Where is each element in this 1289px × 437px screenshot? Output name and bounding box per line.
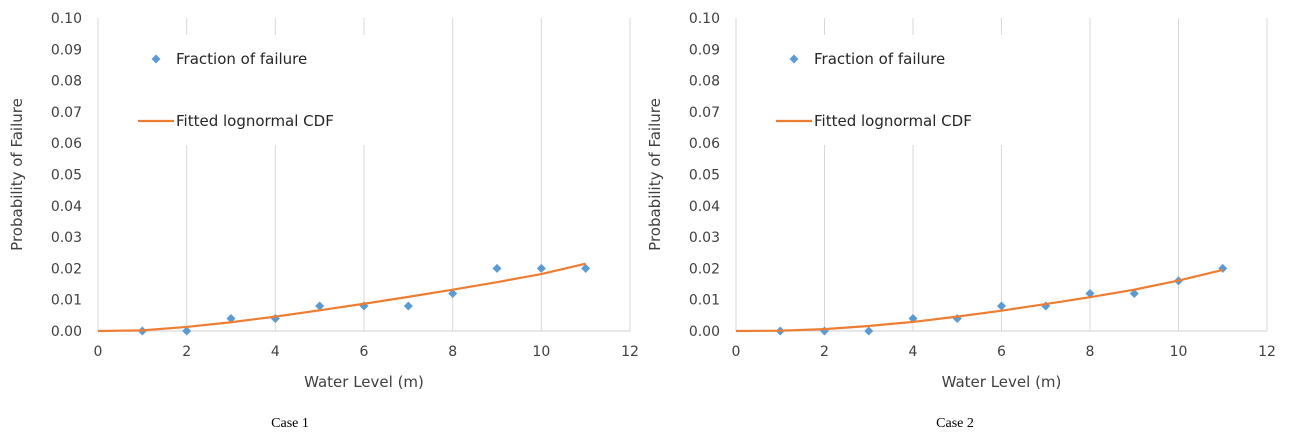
data-point-fraction-of-failure xyxy=(997,301,1006,311)
y-tick-label: 0.04 xyxy=(51,199,82,215)
chart-panel-2: 0 2 4 6 8 10 12 0.00 0.01 0.02 0.03 0.04 0.05 0.06 0.0… xyxy=(646,11,1276,431)
data-point-fraction-of-failure xyxy=(864,326,874,336)
legend-background xyxy=(126,35,386,145)
legend: Fraction of failure Fitted lognormal CDF xyxy=(126,35,386,145)
x-tick-label: 8 xyxy=(448,344,457,360)
legend-marker-swatch xyxy=(151,54,161,64)
y-tick-label: 0.10 xyxy=(51,11,82,27)
y-tick-label: 0.08 xyxy=(51,74,82,90)
figure-caption: Case 1 xyxy=(271,416,309,431)
y-axis-title: Probability of Failure xyxy=(646,98,664,251)
y-tick-label: 0.05 xyxy=(51,168,82,184)
x-tick-label: 0 xyxy=(732,344,741,360)
chart-panel-1: 0 2 4 6 8 10 12 0.00 0.01 0.02 0.03 0.04 0.05 0.06 0.0… xyxy=(8,11,639,431)
x-tick-label: 2 xyxy=(182,344,191,360)
data-point-fraction-of-failure xyxy=(536,263,546,273)
data-point-fraction-of-failure xyxy=(581,263,591,273)
y-tick-label: 0.03 xyxy=(689,230,720,246)
x-tick-label: 6 xyxy=(997,344,1006,360)
y-tick-label: 0.01 xyxy=(51,293,82,309)
data-point-fraction-of-failure xyxy=(1085,288,1095,298)
y-tick-label: 0.10 xyxy=(689,11,720,27)
y-tick-label: 0.00 xyxy=(51,324,82,340)
x-axis-title: Water Level (m) xyxy=(942,373,1062,391)
y-tick-label: 0.04 xyxy=(689,199,720,215)
data-point-fraction-of-failure xyxy=(448,288,458,298)
legend-label: Fitted lognormal CDF xyxy=(814,112,972,130)
figure-caption: Case 2 xyxy=(936,416,974,431)
legend-label: Fraction of failure xyxy=(814,50,945,68)
y-tick-label: 0.06 xyxy=(51,136,82,152)
y-tick-label: 0.07 xyxy=(689,105,720,121)
x-tick-label: 2 xyxy=(820,344,829,360)
data-point-fraction-of-failure xyxy=(1129,288,1139,298)
y-tick-label: 0.07 xyxy=(51,105,82,121)
y-tick-label: 0.05 xyxy=(689,168,720,184)
series-line-fitted-lognormal-cdf xyxy=(735,268,1224,333)
x-tick-label: 10 xyxy=(1170,344,1188,360)
x-tick-label: 12 xyxy=(1258,344,1276,360)
y-tick-label: 0.02 xyxy=(689,261,720,277)
y-tick-label: 0.09 xyxy=(689,42,720,58)
y-axis-title: Probability of Failure xyxy=(8,98,26,251)
x-tick-label: 10 xyxy=(532,344,550,360)
y-tick-label: 0.03 xyxy=(51,230,82,246)
x-tick-label: 0 xyxy=(94,344,103,360)
y-tick-label: 0.09 xyxy=(51,42,82,58)
data-point-fraction-of-failure xyxy=(315,301,325,311)
legend-label: Fraction of failure xyxy=(176,50,307,68)
series-line-fitted-lognormal-cdf xyxy=(97,262,586,333)
data-point-fraction-of-failure xyxy=(403,301,413,311)
x-tick-label: 4 xyxy=(271,344,280,360)
legend-background xyxy=(764,35,1024,145)
data-point-fraction-of-failure xyxy=(226,313,236,323)
data-point-fraction-of-failure xyxy=(182,326,192,336)
data-point-fraction-of-failure xyxy=(492,263,502,273)
legend: Fraction of failure Fitted lognormal CDF xyxy=(764,35,1024,145)
legend-label: Fitted lognormal CDF xyxy=(176,112,334,130)
y-tick-label: 0.00 xyxy=(689,324,720,340)
x-axis-title: Water Level (m) xyxy=(304,373,424,391)
y-tick-label: 0.02 xyxy=(51,261,82,277)
x-tick-label: 4 xyxy=(909,344,918,360)
y-tick-label: 0.08 xyxy=(689,74,720,90)
x-tick-label: 6 xyxy=(360,344,369,360)
x-tick-label: 12 xyxy=(621,344,639,360)
y-tick-label: 0.01 xyxy=(689,293,720,309)
legend-marker-swatch xyxy=(789,54,799,64)
y-tick-label: 0.06 xyxy=(689,136,720,152)
x-tick-label: 8 xyxy=(1086,344,1095,360)
